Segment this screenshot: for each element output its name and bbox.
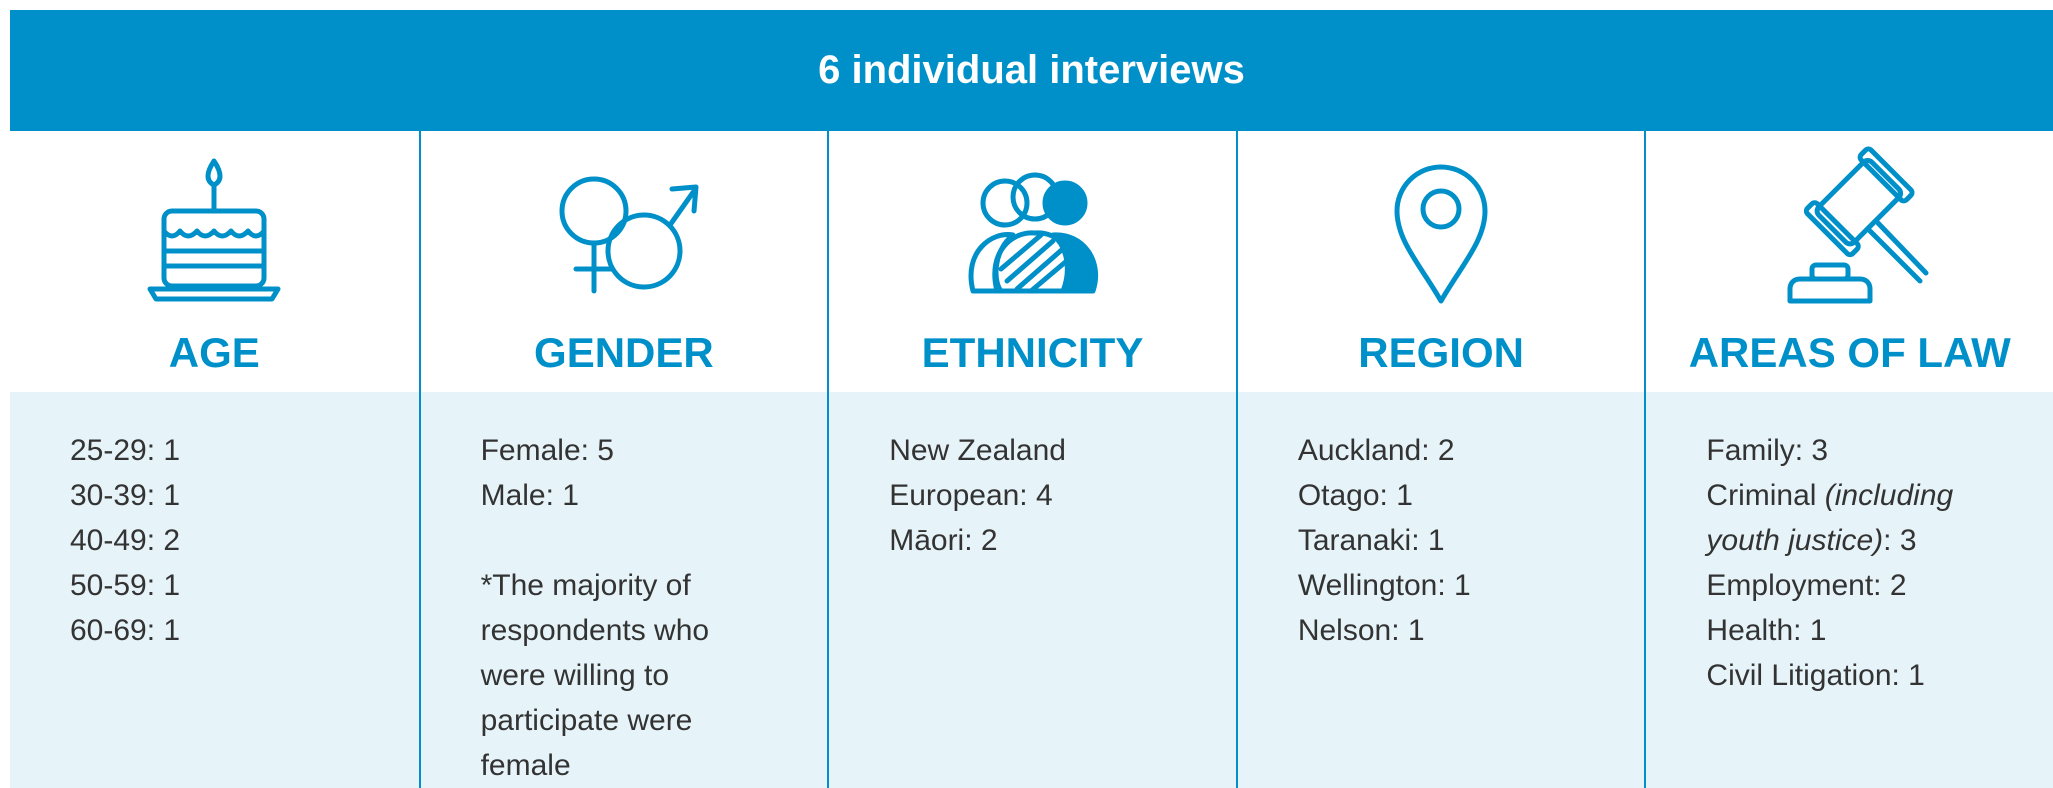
item: Criminal (including youth justice): 3	[1706, 473, 1996, 563]
icon-people	[829, 151, 1236, 311]
item: Māori: 2	[889, 518, 1179, 563]
item: 25-29: 1	[70, 428, 360, 473]
item-text: 30-39: 1	[70, 479, 181, 512]
item: Otago: 1	[1298, 473, 1588, 518]
column-body: New Zealand European: 4 Māori: 2	[829, 392, 1236, 788]
icon-gender	[421, 151, 828, 311]
item: Female: 5	[481, 428, 771, 473]
item-text: Male: 1	[480, 479, 579, 512]
item-text: 50-59: 1	[70, 569, 181, 602]
columns: AGE 25-29: 1 30-39: 1 40-49: 2 50-59: 1 60-69…	[10, 131, 2053, 788]
item-list: Female: 5 Male: 1 *The majority of respond…	[481, 428, 771, 788]
column-body: 25-29: 1 30-39: 1 40-49: 2 50-59: 1 60-69: 1	[10, 392, 419, 788]
item: 40-49: 2	[70, 518, 360, 563]
item-text: Wellington: 1	[1297, 569, 1471, 602]
item: Civil Litigation: 1	[1706, 653, 1996, 698]
item-text: Taranaki: 1	[1297, 524, 1445, 557]
item: New Zealand European: 4	[889, 428, 1179, 518]
item-text: Health: 1	[1706, 614, 1827, 647]
item-text: Māori: 2	[889, 524, 998, 557]
item-text: Civil Litigation: 1	[1706, 659, 1925, 692]
item-list: New Zealand European: 4 Māori: 2	[889, 428, 1179, 563]
item-list: Auckland: 2 Otago: 1 Taranaki: 1 Wellington…	[1298, 428, 1588, 653]
icon-pin	[1238, 151, 1645, 311]
item: 50-59: 1	[70, 563, 360, 608]
item: Taranaki: 1	[1298, 518, 1588, 563]
column: ETHNICITY New Zealand European: 4 Māori: 2	[827, 131, 1236, 788]
item: Health: 1	[1706, 608, 1996, 653]
item-text: Employment: 2	[1706, 569, 1907, 602]
column: AGE 25-29: 1 30-39: 1 40-49: 2 50-59: 1 60-69…	[10, 131, 419, 788]
item-text: New Zealand European: 4	[889, 434, 1066, 512]
item-text: Nelson: 1	[1297, 614, 1425, 647]
item-text: Criminal	[1706, 479, 1825, 512]
item-text: : 3	[1883, 524, 1917, 557]
item-text: 40-49: 2	[70, 524, 181, 557]
item-text: 25-29: 1	[70, 434, 181, 467]
column-title: ETHNICITY	[921, 329, 1144, 376]
note: *The majority of respondents who were wi…	[480, 569, 710, 782]
item: Nelson: 1	[1298, 608, 1588, 653]
column: GENDER Female: 5 Male: 1 *The majority of r…	[418, 131, 828, 788]
item-text: Otago: 1	[1297, 479, 1413, 512]
item: 60-69: 1	[70, 608, 360, 653]
item: Male: 1	[481, 473, 771, 518]
item: Auckland: 2	[1298, 428, 1588, 473]
icon-cake	[10, 151, 419, 311]
column-title: GENDER	[534, 329, 714, 376]
item: Wellington: 1	[1298, 563, 1588, 608]
item-text: (including youth justice)	[1706, 479, 1954, 557]
column-title: AREAS OF LAW	[1688, 329, 2011, 376]
column: REGION Auckland: 2 Otago: 1 Taranaki: 1 Well…	[1235, 131, 1645, 788]
column-body: Family: 3 Criminal (including youth justi…	[1646, 392, 2053, 788]
item: 30-39: 1	[70, 473, 360, 518]
item-text: 60-69: 1	[70, 614, 181, 647]
icon-gavel	[1646, 146, 2053, 311]
column-body: Auckland: 2 Otago: 1 Taranaki: 1 Wellington…	[1237, 392, 1645, 788]
item: Family: 3	[1706, 428, 1996, 473]
item-text: Female: 5	[480, 434, 614, 467]
item: Employment: 2	[1706, 563, 1996, 608]
item-list: 25-29: 1 30-39: 1 40-49: 2 50-59: 1 60-69: 1	[70, 428, 360, 653]
column-title: AGE	[168, 329, 260, 376]
column-title: REGION	[1358, 329, 1524, 376]
header: 6 individual interviews	[10, 10, 2053, 131]
column-body: Female: 5 Male: 1 *The majority of respond…	[420, 392, 828, 788]
item-list: Family: 3 Criminal (including youth justi…	[1706, 428, 1996, 698]
item-text: Family: 3	[1706, 434, 1829, 467]
item-text: Auckland: 2	[1297, 434, 1455, 467]
column: AREAS OF LAW Family: 3 Criminal (including…	[1644, 131, 2053, 788]
